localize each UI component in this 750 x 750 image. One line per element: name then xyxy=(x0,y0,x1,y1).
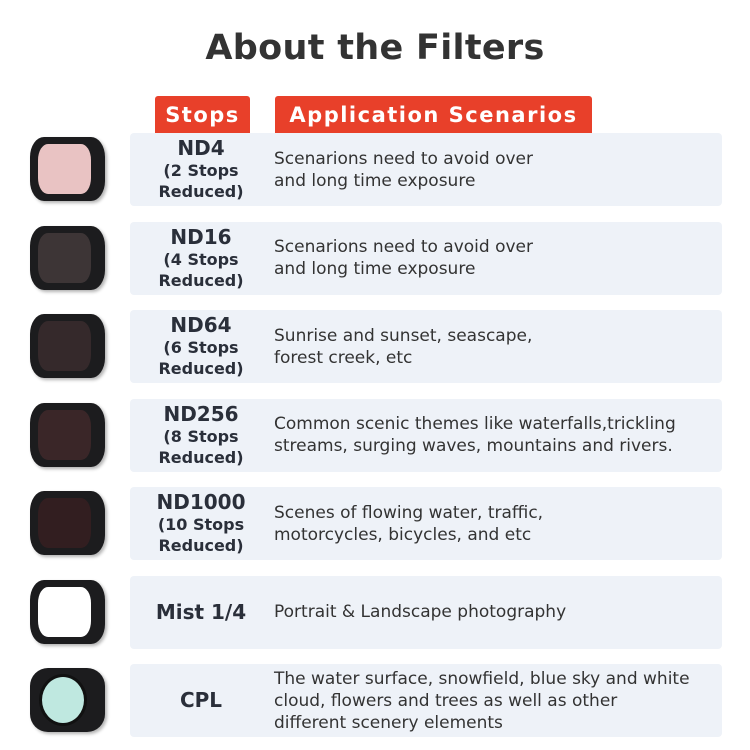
scenario-line: and long time exposure xyxy=(274,170,476,191)
filter-name: ND64 xyxy=(170,313,232,337)
filter-name: ND1000 xyxy=(156,490,246,514)
filter-glass xyxy=(38,409,91,460)
scenario-line: and long time exposure xyxy=(274,259,476,279)
filter-glass xyxy=(38,498,91,548)
scenario-cell: Scenarions need to avoid over and long ti… xyxy=(274,133,714,206)
stops-cell: ND64 (6 Stops Reduced) xyxy=(130,310,272,383)
scenario-line: Scenarions need to avoid over xyxy=(274,148,534,169)
filter-glass xyxy=(38,586,91,637)
stops-header: Stops xyxy=(155,96,250,133)
scenario-line: streams, surging waves, mountains and ri… xyxy=(274,436,673,456)
scenario-cell: Sunrise and sunset, seascape, forest cree… xyxy=(274,310,714,383)
filter-row: ND16 (4 Stops Reduced) Scenarions need to a… xyxy=(130,221,722,295)
stops-cell: ND16 (4 Stops Reduced) xyxy=(130,222,272,295)
filter-name: CPL xyxy=(179,688,223,712)
scenario-line: Scenarions need to avoid over xyxy=(274,237,534,257)
stops-cell: ND1000 (10 Stops Reduced) xyxy=(130,487,272,560)
filter-glass xyxy=(38,232,91,283)
filter-image xyxy=(30,579,105,644)
page-title: About the Filters xyxy=(205,28,545,68)
stops-count: (8 Stops xyxy=(163,426,239,446)
stops-reduced: Reduced) xyxy=(158,536,244,555)
scenario-cell: Common scenic themes like waterfalls,tri… xyxy=(274,399,714,472)
filter-row: ND1000 (10 Stops Reduced) Scenes of flowing… xyxy=(130,487,722,560)
scenario-cell: Portrait & Landscape photography xyxy=(274,576,714,649)
scenario-cell: Scenes of flowing water, traffic, motorcy… xyxy=(274,487,714,560)
stops-reduced: Reduced) xyxy=(158,447,244,467)
filter-row: ND256 (8 Stops Reduced) Common scenic theme… xyxy=(130,398,722,472)
scenario-cell: Scenarions need to avoid over and long ti… xyxy=(274,222,714,295)
filter-name: Mist 1/4 xyxy=(155,599,247,624)
stops-reduced: Reduced) xyxy=(158,182,244,201)
filter-row: ND64 (6 Stops Reduced) Sunrise and sunset, … xyxy=(130,310,722,383)
filter-name: ND16 xyxy=(170,224,232,249)
scenario-line: The water surface, snowfield, blue sky a… xyxy=(274,668,690,689)
filter-image xyxy=(30,314,105,378)
filter-name: ND256 xyxy=(163,401,239,426)
stops-cell: Mist 1/4 xyxy=(130,576,272,649)
scenario-line: Portrait & Landscape photography xyxy=(274,602,567,622)
scenario-cell: The water surface, snowfield, blue sky a… xyxy=(274,664,714,737)
filter-name: ND4 xyxy=(177,136,225,160)
stops-reduced: Reduced) xyxy=(158,359,244,378)
scenario-line: forest creek, etc xyxy=(274,347,413,368)
filter-image xyxy=(30,225,105,290)
scenario-line: Common scenic themes like waterfalls,tri… xyxy=(274,414,676,434)
scenario-line: Scenes of flowing water, traffic, xyxy=(274,502,544,523)
stops-count: (2 Stops xyxy=(163,161,239,180)
scenario-line: cloud, flowers and trees as well as othe… xyxy=(274,690,618,711)
stops-reduced: Reduced) xyxy=(158,270,244,290)
filter-row: CPL The water surface, snowfield, blue sk… xyxy=(130,664,722,737)
scenario-line: motorcycles, bicycles, and etc xyxy=(274,524,532,545)
stops-count: (6 Stops xyxy=(163,338,239,357)
scenario-line: Sunrise and sunset, seascape, xyxy=(274,325,533,346)
stops-cell: ND4 (2 Stops Reduced) xyxy=(130,133,272,206)
filter-image xyxy=(30,137,105,201)
stops-count: (4 Stops xyxy=(163,249,239,269)
scenarios-header: Application Scenarios xyxy=(275,96,592,133)
stops-cell: CPL xyxy=(130,664,272,737)
filter-image xyxy=(30,491,105,555)
filter-glass xyxy=(39,674,87,726)
filter-image xyxy=(30,668,105,732)
filter-row: Mist 1/4 Portrait & Landscape photography xyxy=(130,575,722,649)
filter-image xyxy=(30,402,105,467)
filter-glass xyxy=(38,321,91,371)
scenario-line: different scenery elements xyxy=(274,712,503,733)
filter-glass xyxy=(38,144,91,194)
filter-row: ND4 (2 Stops Reduced) Scenarions need to av… xyxy=(130,133,722,206)
stops-count: (10 Stops xyxy=(157,515,245,534)
stops-cell: ND256 (8 Stops Reduced) xyxy=(130,399,272,472)
